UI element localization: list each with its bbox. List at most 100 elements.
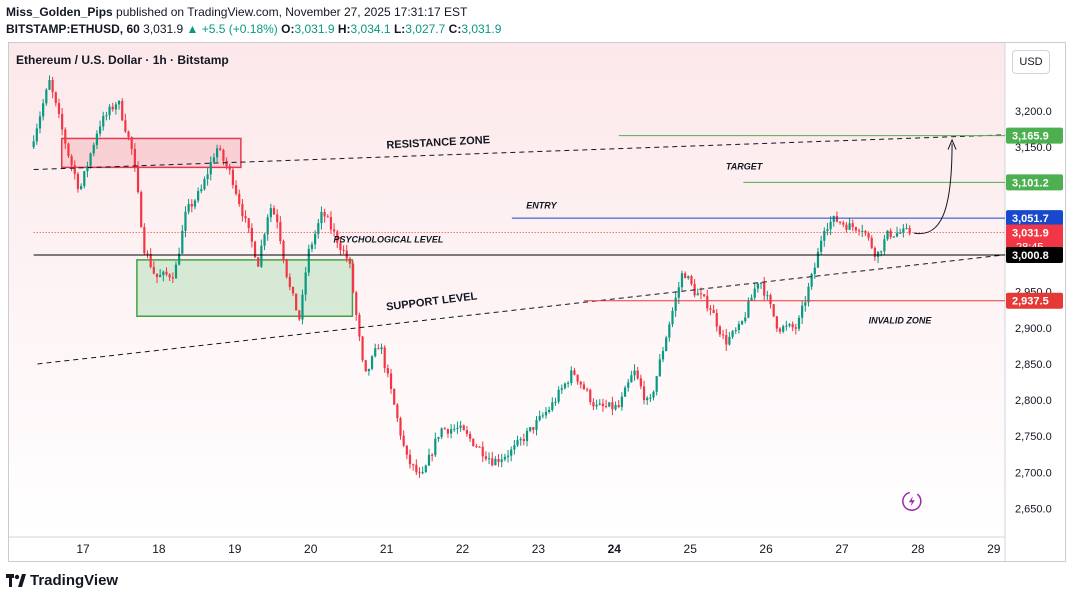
candle-body bbox=[38, 116, 42, 129]
candle-body bbox=[260, 245, 263, 267]
candle-body bbox=[415, 464, 418, 473]
candle-body bbox=[614, 405, 617, 410]
candle-body bbox=[661, 350, 665, 360]
candle-body bbox=[475, 446, 478, 448]
candle-body bbox=[326, 216, 329, 218]
annotation-psychological: PSYCHOLOGICAL LEVEL bbox=[333, 235, 443, 245]
candle-body bbox=[453, 428, 456, 430]
candle-body bbox=[102, 115, 105, 127]
candle-body bbox=[358, 314, 361, 337]
candle-body bbox=[832, 215, 835, 222]
candle-body bbox=[238, 193, 241, 205]
author-name[interactable]: Miss_Golden_Pips bbox=[6, 5, 113, 19]
candle-body bbox=[630, 375, 633, 383]
candle-body bbox=[310, 244, 314, 249]
candle-body bbox=[181, 230, 184, 254]
chart-panel[interactable]: 3,200.03,150.03,100.03,050.03,000.02,950… bbox=[8, 42, 1066, 562]
candle-body bbox=[873, 247, 876, 257]
candle-body bbox=[646, 397, 649, 401]
candle-body bbox=[276, 214, 279, 223]
candle-body bbox=[655, 376, 658, 392]
candle-body bbox=[756, 283, 759, 289]
currency-button[interactable]: USD bbox=[1012, 50, 1050, 74]
candle-body bbox=[604, 406, 608, 408]
candle-body bbox=[665, 337, 668, 351]
candle-body bbox=[867, 233, 870, 238]
candle-body bbox=[627, 382, 630, 388]
candle-body bbox=[304, 272, 307, 295]
candle-body bbox=[775, 316, 778, 329]
time-axis-tick-label: 25 bbox=[684, 542, 698, 556]
price-axis-tick-label: 2,850.0 bbox=[1015, 359, 1052, 371]
candle-body bbox=[329, 217, 333, 230]
candle-body bbox=[699, 293, 703, 295]
candle-body bbox=[709, 308, 712, 310]
candle-body bbox=[728, 336, 731, 345]
candle-body bbox=[551, 402, 554, 410]
candle-body bbox=[905, 228, 908, 230]
candle-body bbox=[538, 415, 541, 421]
candle-body bbox=[450, 429, 453, 434]
candle-body bbox=[443, 428, 446, 430]
candle-body bbox=[152, 267, 155, 274]
candle-body bbox=[804, 302, 807, 306]
candle-body bbox=[813, 267, 816, 274]
candle-body bbox=[608, 402, 611, 407]
candle-body bbox=[222, 149, 225, 161]
candle-body bbox=[370, 356, 374, 369]
candle-body bbox=[740, 321, 744, 325]
symbol-label: BITSTAMP:ETHUSD, 60 bbox=[6, 22, 140, 36]
candle-body bbox=[601, 403, 605, 407]
tradingview-brand[interactable]: TradingView bbox=[6, 572, 118, 589]
replay-lightning-icon[interactable] bbox=[902, 491, 922, 512]
candle-body bbox=[314, 233, 317, 245]
candle-body bbox=[54, 92, 57, 104]
candle-body bbox=[721, 334, 725, 336]
price-chart[interactable]: 3,200.03,150.03,100.03,050.03,000.02,950… bbox=[9, 43, 1065, 561]
candle-body bbox=[592, 402, 595, 407]
time-axis-tick-label: 18 bbox=[152, 542, 166, 556]
ohlc-header: BITSTAMP:ETHUSD, 60 3,031.9 ▲ +5.5 (+0.1… bbox=[6, 22, 501, 36]
candle-body bbox=[598, 403, 601, 405]
candle-body bbox=[162, 271, 165, 275]
brand-text: TradingView bbox=[30, 572, 119, 589]
candle-body bbox=[431, 454, 434, 456]
time-axis-tick-label: 21 bbox=[380, 542, 394, 556]
candle-body bbox=[820, 240, 823, 252]
candle-body bbox=[522, 439, 525, 442]
candle-body bbox=[61, 113, 64, 130]
candle-body bbox=[225, 160, 228, 167]
candle-body bbox=[98, 126, 102, 134]
price-axis-tick-label: 2,650.0 bbox=[1015, 503, 1052, 515]
tradingview-logo-icon bbox=[6, 574, 26, 587]
annotation-entry: ENTRY bbox=[526, 201, 557, 211]
support-trendline bbox=[37, 254, 1006, 365]
candle-body bbox=[791, 324, 794, 328]
candle-body bbox=[396, 404, 399, 419]
candle-body bbox=[399, 418, 402, 436]
candle-body bbox=[73, 165, 76, 174]
candle-body bbox=[178, 253, 181, 265]
candle-body bbox=[481, 446, 484, 457]
candle-body bbox=[111, 106, 114, 110]
candle-body bbox=[89, 153, 92, 167]
candle-body bbox=[570, 370, 573, 384]
candle-body bbox=[146, 253, 149, 255]
candle-body bbox=[130, 137, 133, 149]
resistance-trendline bbox=[33, 134, 1006, 171]
candle-body bbox=[744, 317, 747, 322]
candle-body bbox=[317, 223, 320, 234]
candle-body bbox=[348, 258, 352, 264]
candle-body bbox=[355, 292, 358, 315]
candle-body bbox=[516, 440, 519, 446]
candle-body bbox=[459, 425, 462, 428]
candle-body bbox=[823, 230, 826, 241]
candle-body bbox=[174, 264, 178, 279]
candle-body bbox=[734, 330, 737, 332]
candle-body bbox=[807, 286, 810, 303]
price-label-target-high bbox=[1006, 127, 1063, 144]
candle-body bbox=[32, 141, 35, 148]
candle-body bbox=[231, 169, 235, 186]
candle-body bbox=[737, 324, 741, 331]
price-axis-tick-label: 3,150.0 bbox=[1015, 142, 1052, 154]
